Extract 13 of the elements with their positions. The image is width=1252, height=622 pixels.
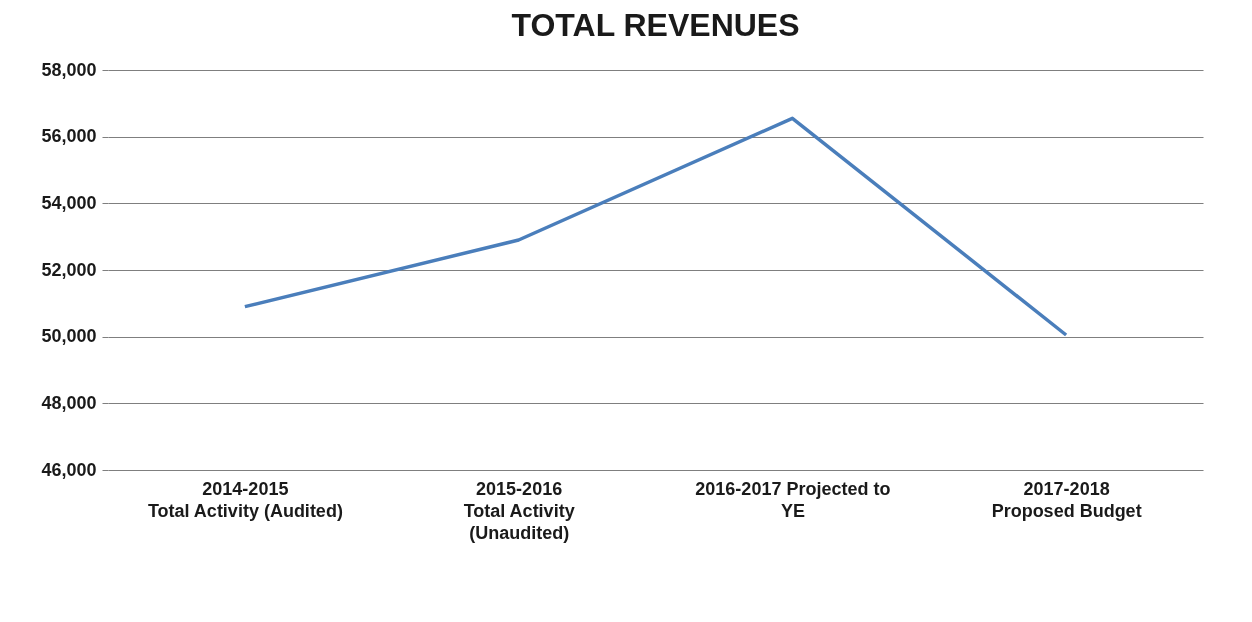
line-series — [243, 116, 1068, 337]
chart-title: TOTAL REVENUES — [511, 7, 800, 43]
y-tick-label: 56,000 — [41, 126, 97, 147]
x-tick-label: 2016-2017 Projected to YE — [695, 478, 891, 521]
y-tick-label: 48,000 — [41, 392, 97, 413]
y-tick-label: 52,000 — [41, 259, 97, 280]
x-tick-label: 2015-2016 Total Activity (Unaudited) — [463, 478, 575, 543]
x-tick-label: 2017-2018 Proposed Budget — [991, 478, 1142, 521]
y-tick-label: 46,000 — [41, 459, 97, 480]
y-tick-label: 54,000 — [41, 192, 97, 213]
y-tick-label: 58,000 — [41, 59, 97, 80]
x-tick-label: 2014-2015 Total Activity (Audited) — [147, 478, 343, 521]
y-tick-label: 50,000 — [41, 326, 97, 347]
